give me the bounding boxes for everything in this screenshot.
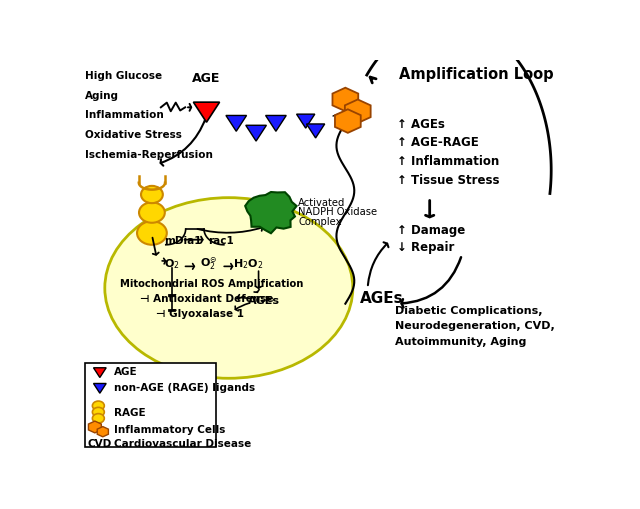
Circle shape: [137, 222, 167, 245]
Text: ↑ Inflammation: ↑ Inflammation: [397, 155, 500, 168]
Polygon shape: [335, 110, 361, 133]
Circle shape: [139, 203, 165, 223]
Text: Ischemia-Reperfusion: Ischemia-Reperfusion: [85, 149, 213, 159]
Text: O$_2^{\circleddash}$: O$_2^{\circleddash}$: [200, 256, 218, 272]
Polygon shape: [88, 421, 101, 433]
Polygon shape: [93, 368, 106, 378]
Text: ↑ AGE-RAGE: ↑ AGE-RAGE: [397, 136, 479, 149]
Text: ⊣ Glyoxalase 1: ⊣ Glyoxalase 1: [156, 309, 244, 319]
Circle shape: [92, 408, 104, 417]
Polygon shape: [226, 116, 246, 132]
Polygon shape: [245, 192, 296, 234]
Polygon shape: [296, 115, 315, 129]
Text: Diabetic Complications,: Diabetic Complications,: [395, 305, 543, 315]
Text: Cardiovascular Disease: Cardiovascular Disease: [114, 439, 251, 448]
Text: H$_2$O$_2$: H$_2$O$_2$: [234, 257, 264, 271]
Text: Oxidative Stress: Oxidative Stress: [85, 130, 182, 139]
Text: AGEs: AGEs: [360, 291, 404, 306]
Text: ↑ Damage: ↑ Damage: [397, 223, 466, 236]
Text: ⊣ Antioxidant Defense: ⊣ Antioxidant Defense: [140, 293, 273, 303]
Text: NADPH Oxidase: NADPH Oxidase: [298, 207, 378, 217]
Polygon shape: [266, 116, 286, 132]
Text: High Glucose: High Glucose: [85, 71, 162, 81]
Text: ↑ Tissue Stress: ↑ Tissue Stress: [397, 174, 500, 187]
Polygon shape: [97, 427, 108, 437]
Text: AGEs: AGEs: [248, 295, 280, 305]
Text: Aging: Aging: [85, 91, 119, 100]
Text: Activated: Activated: [298, 197, 346, 207]
Text: Amplification Loop: Amplification Loop: [399, 67, 554, 82]
Text: AGE: AGE: [114, 366, 138, 377]
Text: Inflammatory Cells: Inflammatory Cells: [114, 425, 225, 435]
Polygon shape: [246, 126, 266, 142]
Circle shape: [92, 414, 104, 423]
Polygon shape: [193, 103, 220, 123]
Polygon shape: [307, 125, 324, 138]
Text: Complex: Complex: [298, 217, 342, 227]
Text: RAGE: RAGE: [114, 407, 145, 417]
Text: AGE: AGE: [192, 72, 221, 84]
Text: mDia1: mDia1: [164, 235, 202, 245]
Text: rac1: rac1: [208, 235, 234, 245]
Text: CVD: CVD: [88, 439, 112, 448]
Text: ↑ AGEs: ↑ AGEs: [397, 117, 445, 130]
Text: Neurodegeneration, CVD,: Neurodegeneration, CVD,: [395, 321, 555, 331]
Text: non-AGE (RAGE) ligands: non-AGE (RAGE) ligands: [114, 382, 255, 392]
Text: ↓ Repair: ↓ Repair: [397, 241, 455, 253]
Polygon shape: [332, 89, 358, 112]
Text: Inflammation: Inflammation: [85, 110, 164, 120]
Polygon shape: [93, 384, 106, 393]
Polygon shape: [345, 100, 371, 124]
Text: Mitochondrial ROS Amplification: Mitochondrial ROS Amplification: [120, 278, 303, 289]
Text: Autoimmunity, Aging: Autoimmunity, Aging: [395, 336, 526, 346]
Text: O$_2$: O$_2$: [164, 257, 180, 271]
Circle shape: [141, 186, 163, 204]
Circle shape: [92, 401, 104, 411]
FancyBboxPatch shape: [85, 363, 216, 447]
Ellipse shape: [105, 198, 353, 379]
